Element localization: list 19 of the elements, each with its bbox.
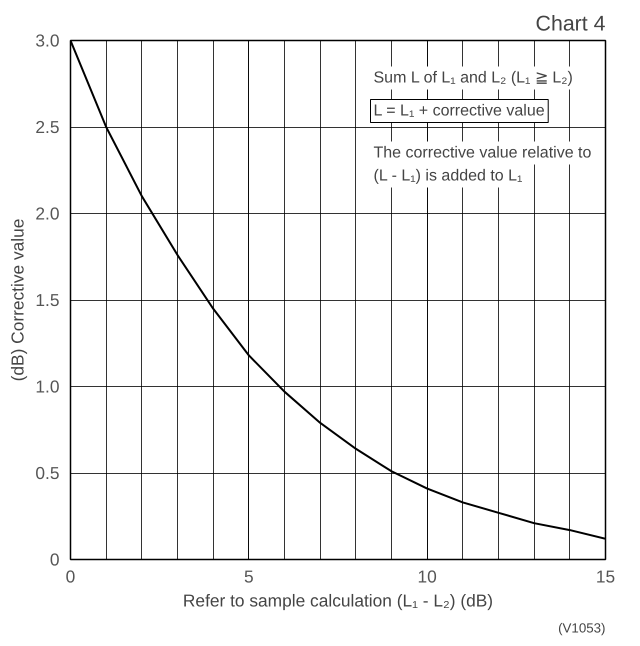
y-tick-label: 3.0	[35, 30, 60, 50]
y-axis-title: (dB) Corrective value	[7, 218, 28, 382]
y-tick-label: 1.0	[35, 376, 60, 396]
annotation: The corrective value relative to	[374, 144, 592, 162]
y-tick-label: 0.5	[35, 463, 60, 483]
y-tick-label: 2.0	[35, 204, 60, 224]
x-tick-label: 15	[596, 566, 616, 586]
x-tick-label: 10	[418, 566, 437, 586]
y-tick-label: 2.5	[35, 117, 60, 137]
annotation: (L - L₁) is added to L₁	[374, 168, 522, 184]
chart-title: Chart 4	[536, 12, 606, 36]
y-tick-label: 0	[50, 550, 60, 570]
annotation: Sum L of L₁ and L₂ (L₁ ≧ L₂)	[374, 70, 573, 86]
y-tick-label: 1.5	[35, 290, 60, 310]
text: (V1053)	[558, 620, 606, 636]
x-tick-label: 5	[244, 566, 254, 586]
annotation: L = L₁ + corrective value	[374, 102, 545, 120]
x-axis-title: Refer to sample calculation (L₁ - L₂) (dB)	[182, 590, 494, 610]
x-tick-label: 0	[66, 566, 76, 586]
